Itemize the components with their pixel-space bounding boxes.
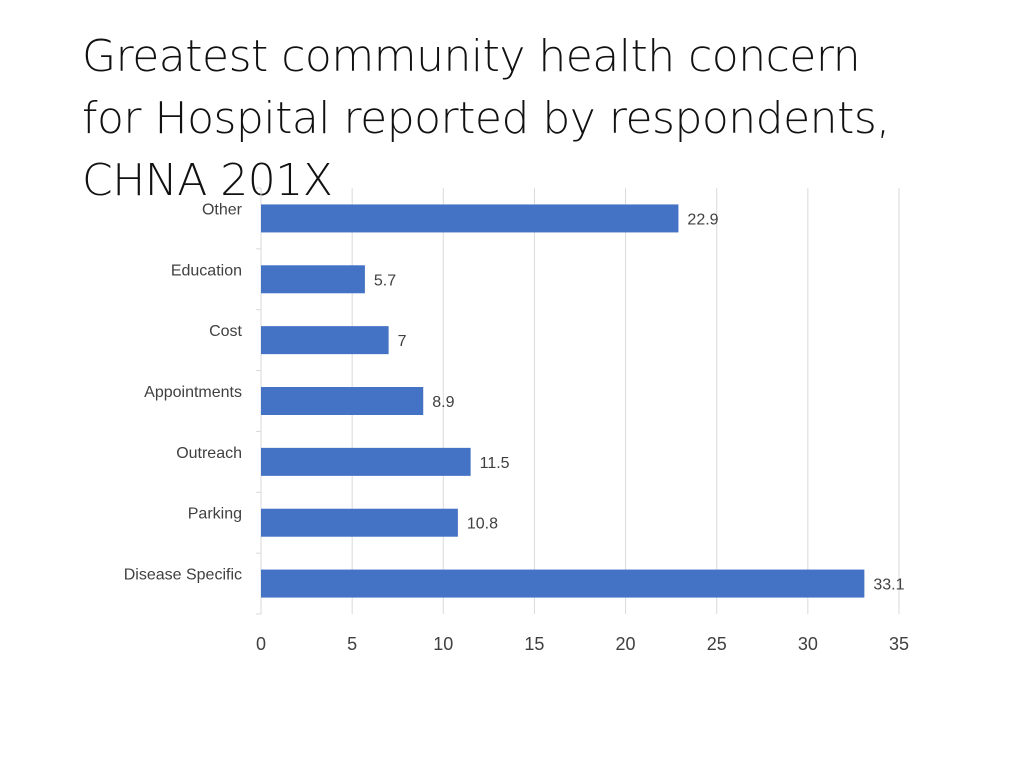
bar-other	[261, 204, 679, 233]
x-tick-label-5: 5	[347, 634, 357, 654]
x-tick-label-10: 10	[433, 634, 453, 654]
data-label: 10.8	[467, 516, 498, 533]
data-label: 11.5	[480, 455, 510, 472]
bar-appointments	[261, 387, 424, 415]
category-label: Outreach	[176, 445, 242, 462]
data-label: 5.7	[374, 272, 396, 289]
bar-disease-specific	[261, 569, 865, 598]
chart-title: Greatest community health concern for Ho…	[82, 26, 982, 212]
bars	[261, 204, 865, 598]
data-label: 8.9	[432, 394, 454, 411]
data-label: 22.9	[687, 211, 718, 228]
x-tick-label-15: 15	[524, 634, 544, 654]
bar-outreach	[261, 447, 471, 476]
bar-cost	[261, 326, 389, 355]
category-label: Parking	[188, 506, 242, 523]
category-label: Appointments	[144, 384, 242, 401]
category-label: Cost	[209, 323, 242, 340]
title-line-2: for Hospital reported by respondents,	[82, 93, 890, 144]
x-tick-label-0: 0	[256, 634, 266, 654]
data-label: 33.1	[873, 577, 904, 594]
data-label: 7	[398, 333, 407, 350]
category-label: Education	[171, 262, 242, 279]
x-tick-label-25: 25	[707, 634, 727, 654]
category-label: Disease Specific	[124, 567, 242, 584]
bar-education	[261, 265, 365, 294]
title-line-3: CHNA 201X	[82, 155, 333, 206]
x-tick-label-30: 30	[798, 634, 818, 654]
bar-parking	[261, 508, 458, 537]
category-label: Other	[202, 201, 243, 218]
labels: 0 5 10 15 20 25 30 35 Other 22.9 Education 5.7 Cost 7…	[124, 201, 909, 654]
title-line-1: Greatest community health concern	[82, 31, 861, 82]
x-tick-label-20: 20	[616, 634, 636, 654]
x-tick-label-35: 35	[889, 634, 909, 654]
